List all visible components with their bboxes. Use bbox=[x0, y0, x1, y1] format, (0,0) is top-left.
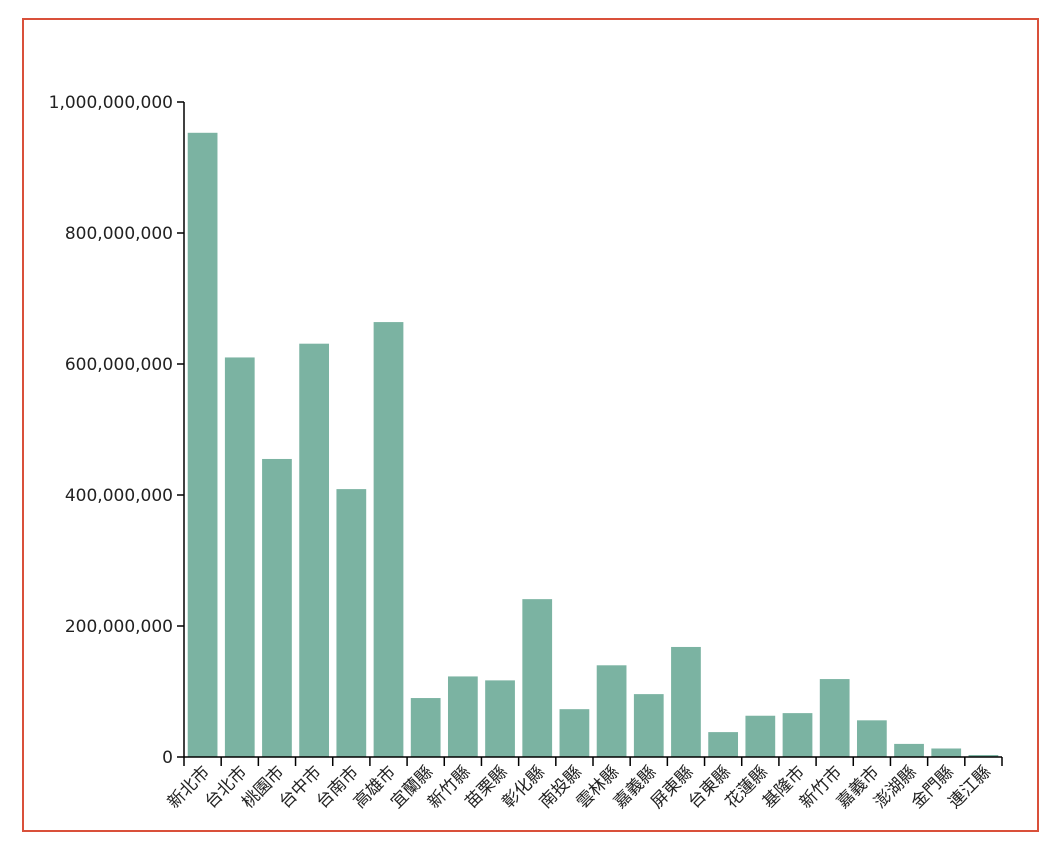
bar-10 bbox=[559, 709, 590, 757]
bar-6 bbox=[410, 698, 441, 757]
bar-12 bbox=[633, 694, 664, 757]
bar-2 bbox=[262, 458, 292, 757]
bar-19 bbox=[894, 743, 924, 757]
y-tick-label: 400,000,000 bbox=[65, 486, 173, 506]
bar-11 bbox=[596, 665, 627, 757]
bar-18 bbox=[856, 720, 887, 757]
bar-5 bbox=[373, 322, 404, 757]
bar-9 bbox=[522, 599, 553, 757]
y-tick-label: 0 bbox=[162, 748, 173, 768]
x-category-label: 連江縣 bbox=[945, 762, 995, 812]
bar-13 bbox=[671, 646, 701, 757]
bar-7 bbox=[447, 676, 478, 757]
bar-15 bbox=[745, 715, 776, 757]
y-tick-label: 200,000,000 bbox=[65, 617, 173, 637]
bar-4 bbox=[336, 489, 367, 757]
bar-14 bbox=[708, 732, 739, 757]
y-tick-label: 600,000,000 bbox=[65, 355, 173, 375]
x-axis: 新北市台北市桃園市台中市台南市高雄市宜蘭縣新竹縣苗栗縣彰化縣南投縣雲林縣嘉義縣屏… bbox=[164, 756, 1003, 813]
bars-group bbox=[187, 132, 999, 758]
bar-20 bbox=[931, 748, 962, 757]
y-tick-label: 1,000,000,000 bbox=[49, 93, 173, 113]
bar-1 bbox=[224, 357, 255, 757]
y-axis: 0 200,000,000 400,000,000 600,000,000 800,00… bbox=[49, 93, 185, 768]
y-tick-label: 800,000,000 bbox=[65, 224, 173, 244]
bar-0 bbox=[187, 132, 218, 758]
bar-3 bbox=[299, 343, 330, 757]
bar-17 bbox=[819, 679, 850, 757]
bar-8 bbox=[485, 680, 515, 757]
bar-16 bbox=[782, 713, 813, 757]
bar-21 bbox=[968, 755, 999, 757]
